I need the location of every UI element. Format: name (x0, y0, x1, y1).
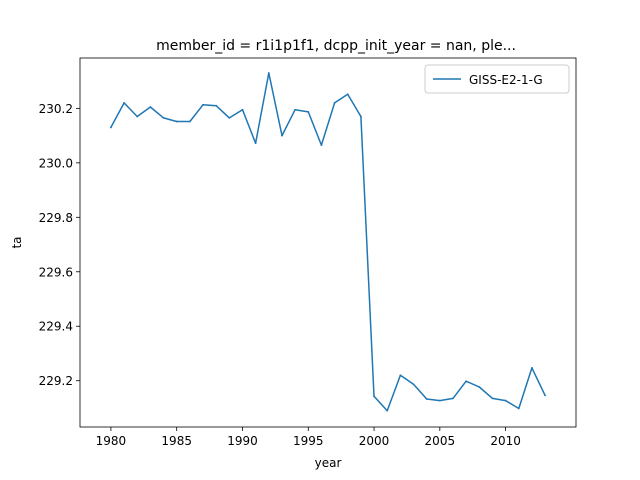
legend-box (424, 64, 570, 94)
axis-ticks: 1980 1985 1990 1995 2000 2005 2010 229.2 229.4 22… (39, 102, 521, 448)
data-point (188, 120, 191, 123)
data-point (386, 409, 389, 412)
series-line-giss-e2-1-g (110, 72, 546, 412)
data-point (491, 397, 494, 400)
y-tick-label: 229.4 (39, 320, 73, 334)
data-point (531, 367, 533, 369)
y-tick-label: 229.2 (39, 374, 73, 388)
data-point (465, 380, 468, 383)
data-point (123, 102, 125, 104)
legend-label: GISS-E2-1-G (469, 73, 543, 87)
data-point (399, 374, 402, 377)
y-tick-label: 230.2 (39, 102, 73, 116)
x-tick-label: 2000 (359, 434, 390, 448)
data-point (452, 397, 454, 400)
data-point (202, 103, 204, 106)
data-points (110, 72, 546, 412)
x-tick-label: 1980 (96, 434, 127, 448)
data-point (149, 106, 152, 108)
x-axis-label: year (315, 456, 342, 470)
data-point (267, 72, 270, 74)
y-axis-label: ta (10, 236, 24, 248)
x-tick-label: 2010 (490, 434, 521, 448)
data-point (136, 115, 139, 118)
x-tick-label: 1985 (161, 434, 192, 448)
x-tick-label: 1990 (227, 434, 258, 448)
data-point (281, 134, 283, 137)
chart-title: member_id = r1i1p1f1, dcpp_init_year = n… (156, 38, 516, 54)
y-tick-label: 229.8 (39, 211, 73, 225)
y-tick-label: 229.6 (39, 265, 73, 279)
data-point (254, 142, 257, 145)
data-point (175, 120, 178, 123)
data-point (412, 383, 415, 386)
data-point (438, 399, 441, 402)
data-point (504, 399, 507, 402)
data-point (294, 108, 297, 111)
data-point (517, 407, 520, 410)
x-tick-label: 2005 (425, 434, 456, 448)
data-point (544, 394, 546, 397)
data-point (307, 111, 310, 113)
x-tick-label: 1995 (293, 434, 324, 448)
data-point (320, 144, 323, 147)
data-point (373, 395, 375, 398)
data-point (359, 115, 362, 118)
data-point (228, 117, 231, 119)
y-tick-label: 230.0 (39, 156, 73, 170)
legend: GISS-E2-1-G (424, 64, 570, 94)
data-point (333, 102, 336, 104)
data-point (162, 117, 165, 119)
data-point (478, 386, 481, 388)
data-point (215, 104, 218, 107)
plot-area (80, 58, 576, 427)
data-point (346, 93, 349, 96)
data-point (110, 126, 112, 129)
plot-frame (79, 57, 577, 428)
data-point (241, 108, 244, 111)
data-point (425, 398, 428, 400)
